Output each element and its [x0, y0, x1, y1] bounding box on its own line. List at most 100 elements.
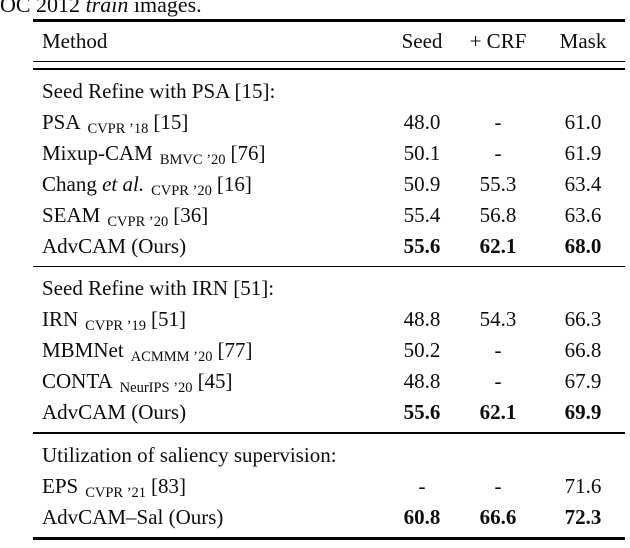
citation-ref: [45] — [197, 369, 233, 394]
cell-seed: 50.9 — [403, 171, 441, 196]
table-group: Seed Refine with PSA [15]: PSA CVPR ’18 [15… — [33, 70, 625, 266]
citation-ref: [15] — [153, 109, 189, 134]
method-name: AdvCAM (Ours) — [42, 233, 187, 258]
venue-subscript: BMVC ’20 — [159, 151, 226, 168]
table-row: Chang et al. CVPR ’20 [16] 50.9 55.3 63.4 — [33, 169, 625, 200]
table-header-row: Method Seed + CRF Mask — [33, 22, 625, 61]
cell-seed: 50.2 — [403, 338, 441, 363]
cell-mask: 71.6 — [564, 473, 602, 498]
cell-seed: 55.6 — [403, 400, 441, 425]
method-name: Chang — [42, 171, 97, 196]
cell-method: AdvCAM (Ours) — [33, 400, 389, 425]
venue-subscript: CVPR ’20 — [107, 213, 169, 230]
cell-mask: 68.0 — [564, 233, 602, 258]
cell-seed: 50.1 — [403, 140, 441, 165]
table-row: AdvCAM (Ours) 55.6 62.1 68.0 — [33, 231, 625, 262]
header-mask: Mask — [559, 28, 607, 53]
method-name: AdvCAM (Ours) — [42, 400, 187, 425]
header-crf: + CRF — [469, 28, 527, 53]
cell-crf: - — [494, 369, 502, 394]
method-name: PSA — [42, 109, 81, 134]
cell-method: IRN CVPR ’19 [51] — [33, 307, 389, 335]
cell-crf: - — [494, 338, 502, 363]
cell-mask: 67.9 — [564, 369, 602, 394]
venue-subscript: NeurIPS ’20 — [119, 380, 193, 397]
cell-method: AdvCAM (Ours) — [33, 234, 389, 259]
section-header: Utilization of saliency supervision: — [42, 442, 337, 467]
results-table: Method Seed + CRF Mask Seed Refine with … — [33, 19, 625, 540]
cell-mask: 72.3 — [564, 504, 602, 529]
cell-mask: 69.9 — [564, 400, 602, 425]
cell-method: EPS CVPR ’21 [83] — [33, 473, 389, 501]
cell-crf: - — [494, 473, 502, 498]
venue-subscript: CVPR ’19 — [85, 318, 147, 335]
cell-method: Mixup-CAM BMVC ’20 [76] — [33, 140, 389, 168]
cell-mask: 66.3 — [564, 307, 602, 332]
caption-fragment: OC 2012 train images. — [0, 0, 202, 18]
venue-subscript: ACMMM ’20 — [130, 349, 213, 366]
cell-seed: 48.8 — [403, 369, 441, 394]
cell-crf: 62.1 — [479, 233, 517, 258]
citation-ref: [76] — [230, 140, 266, 165]
caption-text-suffix: images. — [128, 0, 202, 17]
table-groups: Seed Refine with PSA [15]: PSA CVPR ’18 [15… — [33, 70, 625, 537]
section-header: Seed Refine with PSA [15]: — [42, 78, 276, 103]
cell-crf: - — [494, 109, 502, 134]
table-row: MBMNet ACMMM ’20 [77] 50.2 - 66.8 — [33, 335, 625, 366]
cell-crf: - — [494, 140, 502, 165]
cell-mask: 63.6 — [564, 202, 602, 227]
method-name: IRN — [42, 307, 79, 332]
method-name: MBMNet — [42, 338, 124, 363]
cell-crf: 55.3 — [479, 171, 517, 196]
cell-mask: 63.4 — [564, 171, 602, 196]
cell-seed: 48.8 — [403, 307, 441, 332]
method-name: CONTA — [42, 369, 113, 394]
table-group: Utilization of saliency supervision: EPS C… — [33, 434, 625, 537]
cell-mask: 61.0 — [564, 109, 602, 134]
table-row: AdvCAM–Sal (Ours) 60.8 66.6 72.3 — [33, 502, 625, 533]
cell-mask: 66.8 — [564, 338, 602, 363]
cell-crf: 66.6 — [479, 504, 517, 529]
venue-subscript: CVPR ’20 — [151, 182, 212, 199]
header-double-rule-2 — [33, 68, 625, 70]
section-header: Seed Refine with IRN [51]: — [42, 276, 275, 301]
cell-method: AdvCAM–Sal (Ours) — [33, 505, 389, 530]
cell-mask: 61.9 — [564, 140, 602, 165]
cell-seed: 55.4 — [403, 202, 441, 227]
cell-seed: - — [418, 473, 426, 498]
caption-text-italic: train — [85, 0, 129, 17]
citation-ref: [16] — [216, 171, 252, 196]
table-row: EPS CVPR ’21 [83] - - 71.6 — [33, 471, 625, 502]
cell-method: SEAM CVPR ’20 [36] — [33, 202, 389, 230]
caption-text-prefix: OC 2012 — [0, 0, 86, 17]
top-rule — [33, 19, 625, 22]
group-divider-rule — [33, 432, 625, 434]
venue-subscript: CVPR ’21 — [85, 484, 147, 501]
table-row: AdvCAM (Ours) 55.6 62.1 69.9 — [33, 397, 625, 428]
method-name: Mixup-CAM — [42, 140, 153, 165]
citation-ref: [77] — [217, 338, 253, 363]
citation-ref: [36] — [173, 202, 209, 227]
method-name: EPS — [42, 473, 79, 498]
cell-seed: 60.8 — [403, 504, 441, 529]
cell-seed: 55.6 — [403, 233, 441, 258]
cell-method: CONTA NeurIPS ’20 [45] — [33, 369, 389, 397]
cell-crf: 62.1 — [479, 400, 517, 425]
cell-crf: 56.8 — [479, 202, 517, 227]
table-row: Mixup-CAM BMVC ’20 [76] 50.1 - 61.9 — [33, 138, 625, 169]
cell-seed: 48.0 — [403, 109, 441, 134]
cell-method: Chang et al. CVPR ’20 [16] — [33, 171, 389, 199]
cell-crf: 54.3 — [479, 307, 517, 332]
table-row: SEAM CVPR ’20 [36] 55.4 56.8 63.6 — [33, 200, 625, 231]
cell-method: MBMNet ACMMM ’20 [77] — [33, 338, 389, 366]
method-name: SEAM — [42, 202, 101, 227]
header-double-rule-1 — [33, 60, 625, 63]
bottom-rule — [33, 536, 625, 540]
header-seed: Seed — [401, 28, 443, 53]
table-group: Seed Refine with IRN [51]: IRN CVPR ’19 [51… — [33, 267, 625, 432]
citation-ref: [83] — [151, 473, 187, 498]
venue-subscript: CVPR ’18 — [87, 120, 149, 137]
header-method: Method — [42, 28, 108, 53]
citation-ref: [51] — [151, 307, 187, 332]
table-row: PSA CVPR ’18 [15] 48.0 - 61.0 — [33, 107, 625, 138]
